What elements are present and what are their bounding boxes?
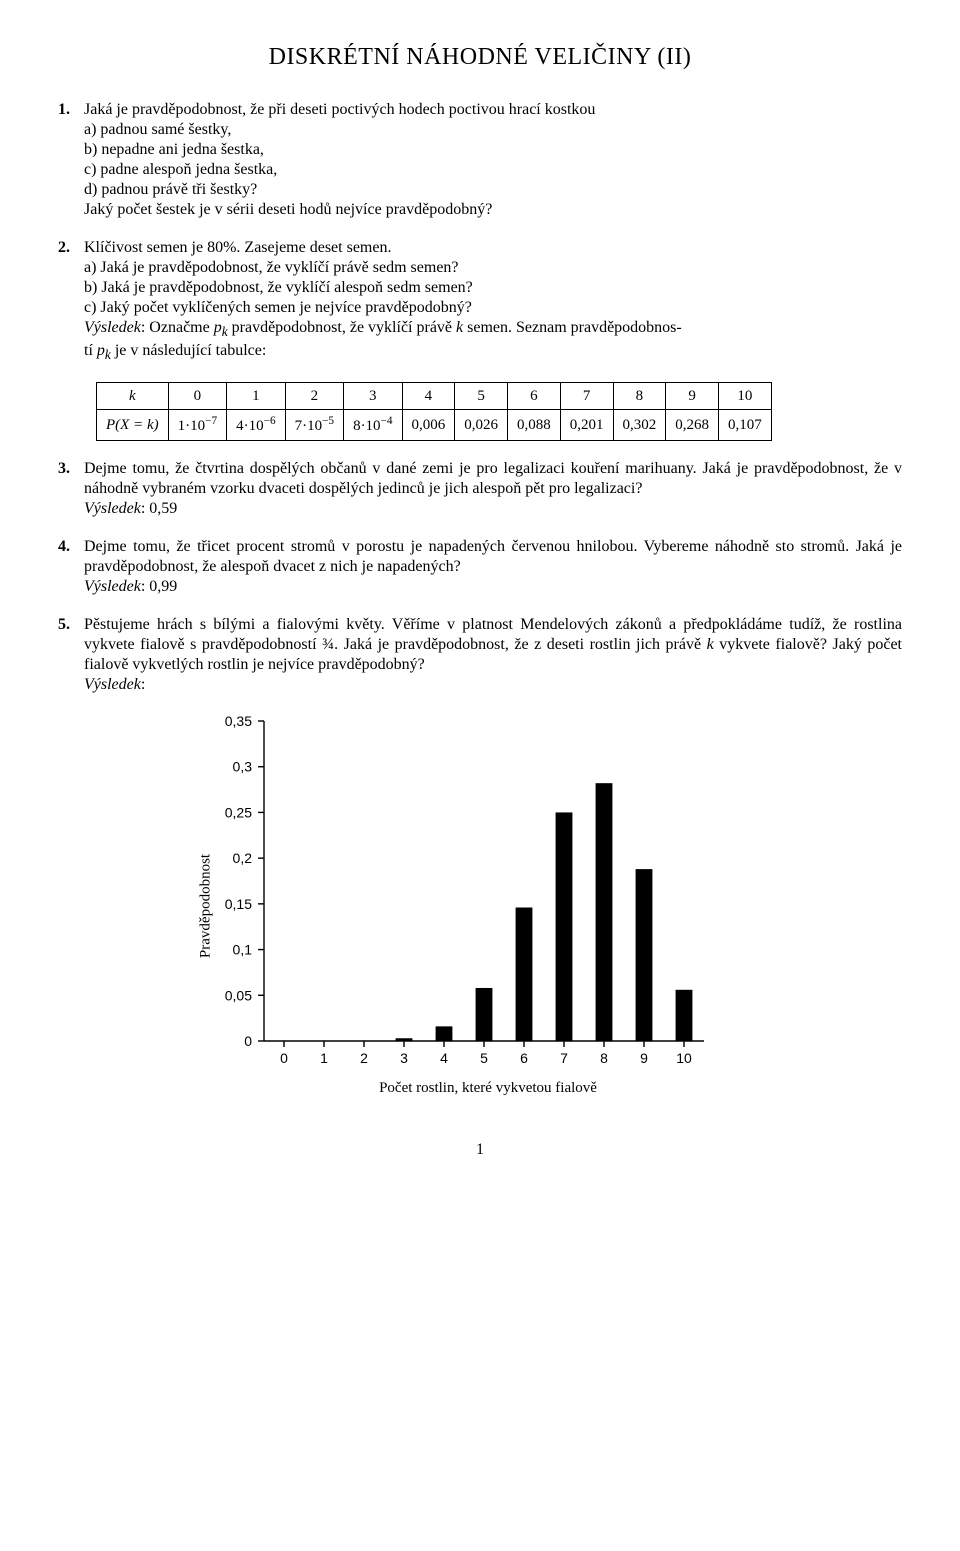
table-cell-p: 7·10−5 bbox=[285, 410, 343, 441]
table-cell-p: 0,201 bbox=[560, 410, 613, 441]
binomial-bar-chart: Pravděpodobnost 00,050,10,150,20,250,30,… bbox=[208, 713, 728, 1098]
table-cell-p: 0,302 bbox=[613, 410, 666, 441]
problem-3: 3. Dejme tomu, že čtvrtina dospělých obč… bbox=[58, 459, 902, 519]
chart-ylabel: Pravděpodobnost bbox=[197, 853, 216, 957]
problem-2-number: 2. bbox=[58, 238, 84, 364]
p2-r2a: tí bbox=[84, 342, 97, 359]
table-cell-p: 0,026 bbox=[455, 410, 508, 441]
table-row2-head: P(X = k) bbox=[97, 410, 169, 441]
p2-r1b: pravděpodobnost, že vyklíčí právě bbox=[228, 319, 456, 336]
table-row1-head: k bbox=[97, 382, 169, 410]
table-cell-p: 0,088 bbox=[508, 410, 561, 441]
problem-3-body: Dejme tomu, že čtvrtina dospělých občanů… bbox=[84, 459, 902, 519]
table-cell-k: 10 bbox=[719, 382, 772, 410]
table-cell-k: 3 bbox=[344, 382, 402, 410]
problem-4-body: Dejme tomu, že třicet procent stromů v p… bbox=[84, 537, 902, 597]
p5-frac: ¾ bbox=[322, 636, 334, 653]
svg-text:8: 8 bbox=[600, 1050, 608, 1066]
p2-r1a: : Označme bbox=[141, 319, 214, 336]
problem-1-number: 1. bbox=[58, 100, 84, 220]
svg-text:10: 10 bbox=[676, 1050, 692, 1066]
problem-4: 4. Dejme tomu, že třicet procent stromů … bbox=[58, 537, 902, 597]
table-cell-k: 0 bbox=[168, 382, 226, 410]
p5-kvar: k bbox=[707, 636, 714, 653]
svg-text:9: 9 bbox=[640, 1050, 648, 1066]
problem-3-number: 3. bbox=[58, 459, 84, 519]
svg-text:0,05: 0,05 bbox=[225, 987, 252, 1003]
p5-result-colon: : bbox=[141, 676, 145, 693]
p2-lead: Klíčivost semen je 80%. Zasejeme deset s… bbox=[84, 239, 391, 256]
problem-2-body: Klíčivost semen je 80%. Zasejeme deset s… bbox=[84, 238, 902, 364]
problem-4-number: 4. bbox=[58, 537, 84, 597]
svg-text:0,1: 0,1 bbox=[233, 942, 253, 958]
svg-text:4: 4 bbox=[440, 1050, 448, 1066]
p3-result-value: : 0,59 bbox=[141, 500, 177, 517]
table-cell-k: 5 bbox=[455, 382, 508, 410]
svg-text:6: 6 bbox=[520, 1050, 528, 1066]
p2-r2b: je v následující tabulce: bbox=[111, 342, 267, 359]
probability-table: k012345678910 P(X = k)1·10−74·10−67·10−5… bbox=[96, 382, 902, 442]
problem-1: 1. Jaká je pravděpodobnost, že při deset… bbox=[58, 100, 902, 220]
page-number: 1 bbox=[58, 1140, 902, 1160]
p2-result-label: Výsledek bbox=[84, 319, 141, 336]
p4-result-label: Výsledek bbox=[84, 578, 141, 595]
svg-text:0,15: 0,15 bbox=[225, 896, 252, 912]
chart-svg: 0 0,05 0,1 0,15 0,2 0,25 0,3 0,35 0 1 2 3 4 5 6 7 8 9 10 bbox=[208, 713, 716, 1075]
problem-5-number: 5. bbox=[58, 615, 84, 695]
p1-c: c) padne alespoň jedna šestka, bbox=[84, 161, 277, 178]
problem-5: 5. Pěstujeme hrách s bílými a fialovými … bbox=[58, 615, 902, 695]
svg-text:0,35: 0,35 bbox=[225, 713, 252, 729]
chart-xlabel: Počet rostlin, které vykvetou fialově bbox=[248, 1079, 728, 1098]
page-title: DISKRÉTNÍ NÁHODNÉ VELIČINY (II) bbox=[58, 42, 902, 72]
svg-text:0,25: 0,25 bbox=[225, 805, 252, 821]
svg-text:0,2: 0,2 bbox=[233, 850, 253, 866]
svg-text:3: 3 bbox=[400, 1050, 408, 1066]
p5-result-label: Výsledek bbox=[84, 676, 141, 693]
svg-text:0: 0 bbox=[280, 1050, 288, 1066]
svg-text:2: 2 bbox=[360, 1050, 368, 1066]
p4-text: Dejme tomu, že třicet procent stromů v p… bbox=[84, 538, 902, 575]
p3-text: Dejme tomu, že čtvrtina dospělých občanů… bbox=[84, 460, 902, 497]
svg-text:0,3: 0,3 bbox=[233, 759, 253, 775]
p1-q2: Jaký počet šestek je v sérii deseti hodů… bbox=[84, 201, 492, 218]
table-cell-k: 1 bbox=[227, 382, 285, 410]
p2-b: b) Jaká je pravděpodobnost, že vyklíčí a… bbox=[84, 279, 473, 296]
problem-1-body: Jaká je pravděpodobnost, že při deseti p… bbox=[84, 100, 902, 220]
problem-2: 2. Klíčivost semen je 80%. Zasejeme dese… bbox=[58, 238, 902, 364]
problem-5-body: Pěstujeme hrách s bílými a fialovými kvě… bbox=[84, 615, 902, 695]
table-cell-k: 2 bbox=[285, 382, 343, 410]
table-cell-k: 9 bbox=[666, 382, 719, 410]
svg-text:1: 1 bbox=[320, 1050, 328, 1066]
table-cell-k: 8 bbox=[613, 382, 666, 410]
svg-text:0: 0 bbox=[244, 1033, 252, 1049]
p2-r1c: semen. Seznam pravděpodobnos- bbox=[463, 319, 682, 336]
p4-result-value: : 0,99 bbox=[141, 578, 177, 595]
svg-text:7: 7 bbox=[560, 1050, 568, 1066]
p1-lead: Jaká je pravděpodobnost, že při deseti p… bbox=[84, 101, 595, 118]
table-cell-p: 4·10−6 bbox=[227, 410, 285, 441]
p1-a: a) padnou samé šestky, bbox=[84, 121, 231, 138]
table-cell-k: 4 bbox=[402, 382, 455, 410]
table-cell-p: 8·10−4 bbox=[344, 410, 402, 441]
table-cell-k: 7 bbox=[560, 382, 613, 410]
table-cell-p: 0,006 bbox=[402, 410, 455, 441]
table-cell-p: 0,268 bbox=[666, 410, 719, 441]
p3-result-label: Výsledek bbox=[84, 500, 141, 517]
p1-d: d) padnou právě tři šestky? bbox=[84, 181, 257, 198]
table-cell-p: 1·10−7 bbox=[168, 410, 226, 441]
p1-b: b) nepadne ani jedna šestka, bbox=[84, 141, 264, 158]
p5-text-b: . Jaká je pravděpodobnost, že z deseti r… bbox=[334, 636, 707, 653]
svg-text:5: 5 bbox=[480, 1050, 488, 1066]
p2-c: c) Jaký počet vyklíčených semen je nejví… bbox=[84, 299, 472, 316]
table-cell-k: 6 bbox=[508, 382, 561, 410]
p2-a: a) Jaká je pravděpodobnost, že vyklíčí p… bbox=[84, 259, 459, 276]
table-cell-p: 0,107 bbox=[719, 410, 772, 441]
